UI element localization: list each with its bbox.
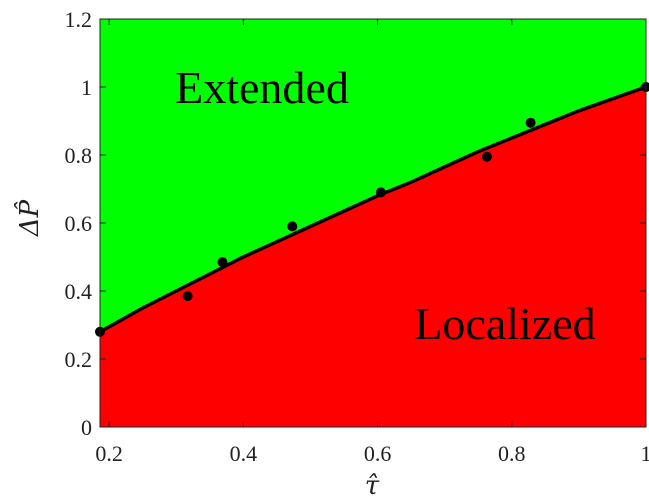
data-point — [482, 151, 492, 162]
x-axis-ticks: 0.2 0.4 0.6 0.8 1 — [95, 19, 649, 466]
y-tick-label: 0.4 — [65, 279, 93, 304]
y-tick-label: 0 — [81, 415, 92, 440]
y-tick-label: 0.8 — [65, 143, 93, 168]
x-tick-label: 0.4 — [230, 441, 258, 466]
data-point — [287, 221, 298, 232]
region-label-localized: Localized — [414, 298, 595, 349]
data-point — [375, 187, 386, 198]
region-label-extended: Extended — [175, 62, 349, 113]
region-fills — [100, 19, 646, 427]
y-tick-label: 0.2 — [65, 347, 93, 372]
y-axis-title: ΔP̂ — [14, 199, 45, 237]
y-tick-label: 1 — [81, 75, 92, 100]
x-tick-label: 0.2 — [95, 441, 123, 466]
y-axis-ticks: 0 0.2 0.4 0.6 0.8 1 1.2 — [65, 7, 646, 440]
data-point — [217, 257, 228, 268]
data-points — [95, 82, 649, 337]
data-point — [525, 117, 536, 128]
x-tick-label: 1 — [641, 441, 649, 466]
region-extended — [100, 19, 646, 332]
x-axis-title: τ̂ — [365, 471, 380, 499]
x-tick-label: 0.6 — [364, 441, 392, 466]
y-tick-label: 0.6 — [65, 211, 93, 236]
y-tick-label: 1.2 — [65, 7, 93, 32]
region-localized — [100, 87, 646, 427]
data-point — [182, 291, 193, 302]
x-tick-label: 0.8 — [498, 441, 526, 466]
